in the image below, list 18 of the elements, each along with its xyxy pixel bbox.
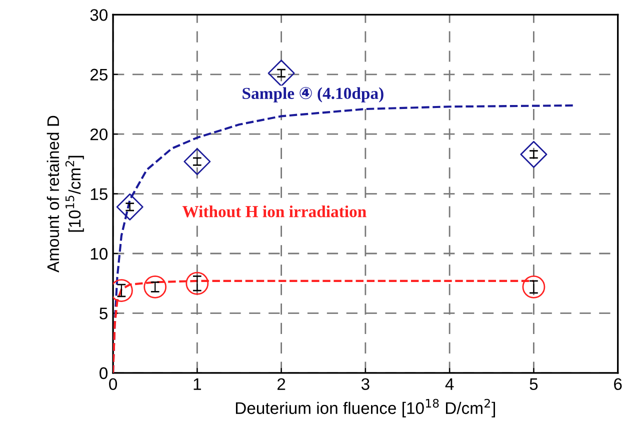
- x-tick-label: 5: [530, 378, 538, 390]
- text: Without H ion irradiation: [182, 206, 366, 218]
- y-tick-label: 25: [90, 68, 108, 81]
- y-tick-label: 0: [100, 367, 108, 380]
- x-tick-label: 0: [109, 378, 118, 390]
- x-tick-label: 3: [361, 378, 370, 390]
- x-axis-title: Deuterium ion fluence [10$^{18}$ D/cm$^{2}$]: [236, 398, 495, 418]
- x-tick-label: 6: [614, 378, 622, 390]
- x-tick-label: 2: [278, 378, 286, 390]
- y-axis-title: Amount of retained D [10$^{15}$/cm$^{2}$]: [46, 116, 84, 273]
- series-label: Sample ④ (4.10dpa): [242, 86, 384, 102]
- y-tick-label: 15: [90, 188, 108, 200]
- y-tick-label: 10: [90, 248, 108, 260]
- y-tick-label: 20: [90, 128, 108, 140]
- y-tick-label: 5: [100, 308, 108, 320]
- x-tick-label: 4: [445, 378, 454, 390]
- y-tick-label: 30: [90, 9, 108, 21]
- x-tick-label: 1: [194, 378, 201, 390]
